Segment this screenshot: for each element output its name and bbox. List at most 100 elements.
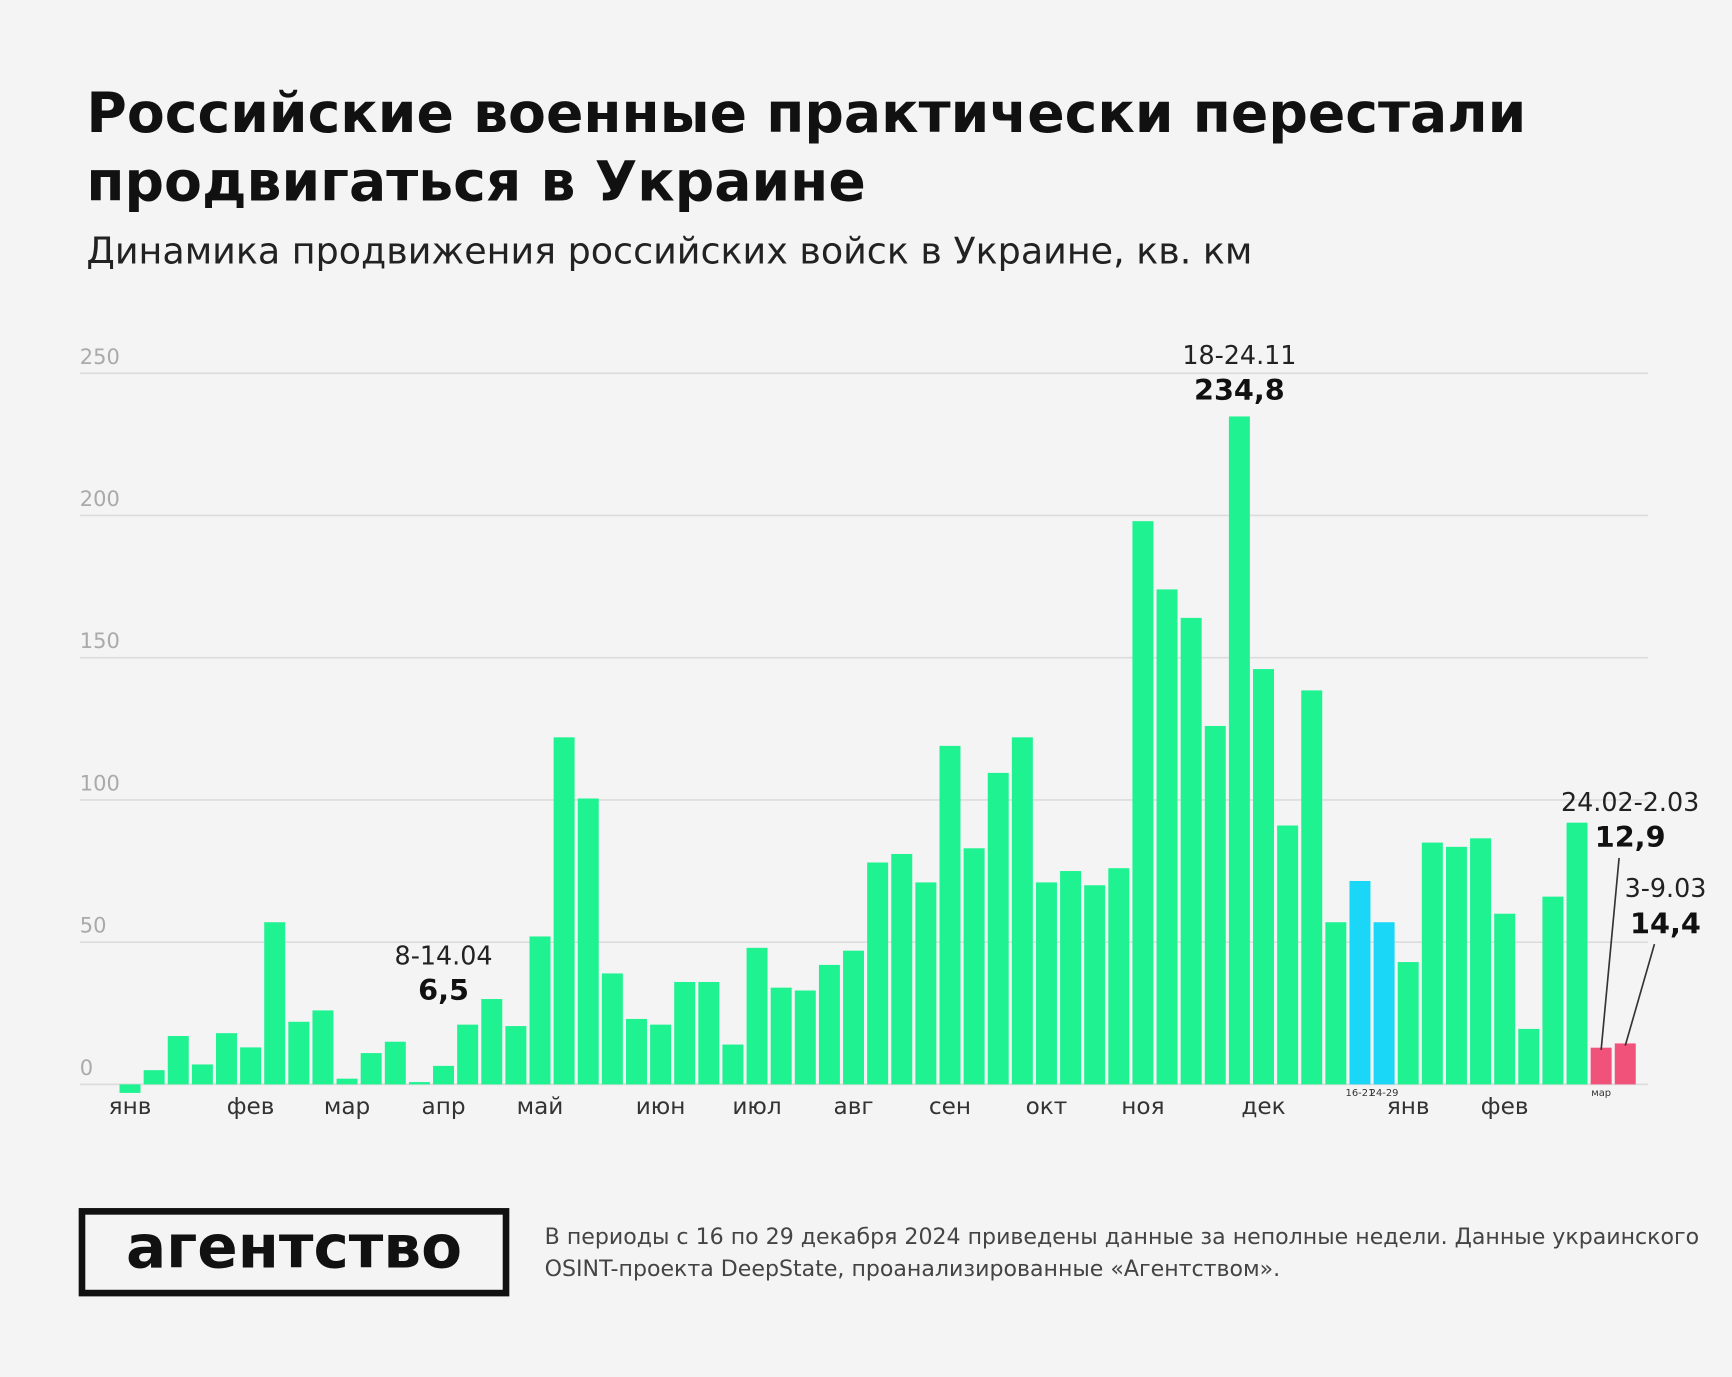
bar bbox=[264, 922, 286, 1085]
value-label: 6,5 bbox=[418, 973, 469, 1007]
x-tick-label: ноя bbox=[1121, 1093, 1164, 1120]
value-label: 234,8 bbox=[1194, 373, 1285, 407]
bar bbox=[915, 882, 937, 1085]
period-label: 3-9.03 bbox=[1625, 873, 1707, 903]
bar bbox=[625, 1018, 647, 1085]
bar bbox=[891, 853, 913, 1085]
bar bbox=[1204, 725, 1226, 1085]
bar bbox=[818, 964, 840, 1085]
bar bbox=[867, 862, 889, 1085]
bar bbox=[143, 1070, 165, 1085]
bar bbox=[1566, 822, 1588, 1085]
bar bbox=[457, 1024, 479, 1085]
period-label: 18-24.11 bbox=[1182, 340, 1296, 370]
x-tick-label: июн bbox=[636, 1093, 686, 1120]
bar bbox=[215, 1033, 237, 1085]
plot: 0 50 100 150 200 250 янв фев мар апр 8-14.046,5 май… bbox=[80, 340, 1707, 1120]
period-label: 8-14.04 bbox=[395, 941, 493, 971]
bar bbox=[1590, 1047, 1612, 1085]
bar bbox=[794, 990, 816, 1085]
bar bbox=[698, 981, 720, 1085]
bar bbox=[240, 1047, 262, 1085]
x-tick-label: апр bbox=[422, 1093, 466, 1120]
chart-title-line-1: Российские военные практически перестали bbox=[86, 82, 1526, 146]
bar bbox=[1325, 922, 1347, 1085]
chart-title-line-2: продвигаться в Украине bbox=[86, 151, 865, 215]
bar bbox=[1349, 880, 1371, 1085]
x-tick-label: янв bbox=[1387, 1093, 1430, 1120]
logo: агентство bbox=[126, 1214, 462, 1283]
bar bbox=[529, 936, 551, 1085]
bar bbox=[722, 1044, 744, 1085]
bar bbox=[1542, 896, 1564, 1085]
bar bbox=[360, 1053, 382, 1085]
bar bbox=[167, 1036, 189, 1085]
bar bbox=[1132, 521, 1154, 1085]
bar bbox=[939, 745, 961, 1085]
y-tick-label: 150 bbox=[80, 629, 120, 653]
bar bbox=[1373, 922, 1395, 1085]
footnote-line-2: OSINT-проекта DeepState, проанализирован… bbox=[545, 1257, 1281, 1282]
value-label: 12,9 bbox=[1595, 820, 1666, 854]
bar bbox=[674, 981, 696, 1085]
bar bbox=[1614, 1043, 1636, 1085]
x-tick-label: 24-29 bbox=[1370, 1088, 1399, 1099]
value-label: 14,4 bbox=[1630, 906, 1701, 940]
period-label: 24.02-2.03 bbox=[1561, 787, 1699, 817]
bar bbox=[191, 1064, 213, 1085]
bar bbox=[1035, 882, 1057, 1085]
y-tick-label: 100 bbox=[80, 771, 120, 795]
bar bbox=[987, 772, 1009, 1085]
x-tick-label: дек bbox=[1241, 1093, 1285, 1120]
bar bbox=[1301, 690, 1323, 1085]
bar bbox=[1445, 846, 1467, 1085]
bar bbox=[1108, 868, 1130, 1085]
leader-line bbox=[1600, 857, 1620, 1050]
bar bbox=[408, 1082, 430, 1085]
y-tick-label: 200 bbox=[80, 487, 120, 511]
bar bbox=[577, 798, 599, 1085]
bar bbox=[1228, 416, 1250, 1085]
x-tick-label: 16-21 bbox=[1346, 1088, 1375, 1099]
x-tick-label: мар bbox=[324, 1093, 370, 1120]
bar bbox=[312, 1010, 334, 1085]
bar bbox=[1277, 825, 1299, 1085]
x-tick-label: июл bbox=[732, 1093, 781, 1120]
bar bbox=[481, 999, 503, 1085]
logo-frame bbox=[78, 1208, 510, 1297]
x-tick-label: сен bbox=[929, 1093, 971, 1120]
bar bbox=[1518, 1028, 1540, 1085]
bar bbox=[1011, 737, 1033, 1085]
y-tick-label: 250 bbox=[80, 345, 120, 369]
bar bbox=[843, 950, 865, 1085]
x-tick-label: май bbox=[517, 1093, 564, 1120]
bar bbox=[1084, 885, 1106, 1085]
bar bbox=[1180, 617, 1202, 1085]
x-tick-label: авг bbox=[834, 1093, 874, 1120]
x-tick-label: фев bbox=[1481, 1093, 1529, 1120]
bar bbox=[1421, 842, 1443, 1085]
bar bbox=[1397, 962, 1419, 1085]
bar bbox=[553, 737, 575, 1085]
bar bbox=[1253, 669, 1274, 1085]
bar bbox=[650, 1024, 672, 1085]
bar bbox=[770, 987, 792, 1085]
leader-line bbox=[1624, 943, 1656, 1046]
bar bbox=[1494, 913, 1516, 1085]
x-tick-label: янв bbox=[109, 1093, 152, 1120]
x-tick-label: фев bbox=[227, 1093, 275, 1120]
bar bbox=[288, 1021, 310, 1085]
y-tick-label: 0 bbox=[80, 1056, 93, 1080]
bar bbox=[433, 1065, 455, 1085]
bar bbox=[746, 947, 768, 1085]
bar bbox=[1060, 871, 1082, 1085]
bar bbox=[601, 973, 623, 1085]
bar bbox=[119, 1084, 141, 1093]
bar bbox=[384, 1041, 406, 1085]
x-tick-label: мар bbox=[1591, 1088, 1611, 1099]
footnote-line-1: В периоды с 16 по 29 декабря 2024 привед… bbox=[545, 1225, 1699, 1250]
bar bbox=[336, 1078, 358, 1085]
y-tick-label: 50 bbox=[80, 914, 107, 938]
